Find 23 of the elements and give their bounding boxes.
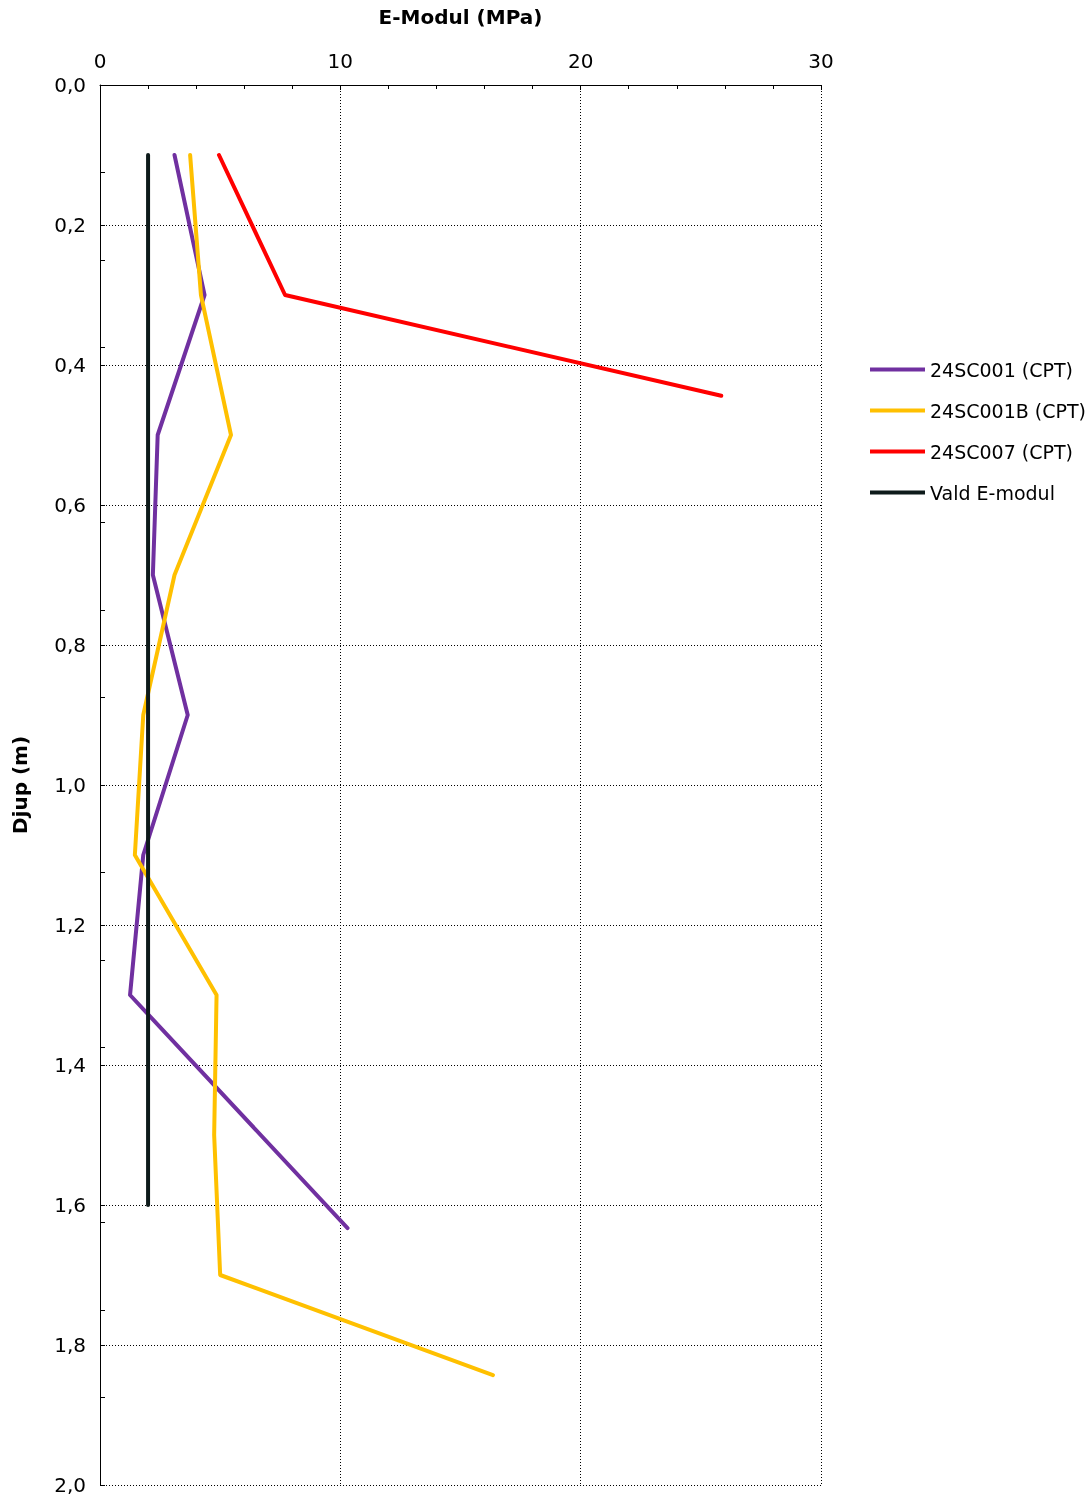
x-axis-title: E-Modul (MPa) — [378, 5, 543, 29]
y-tick-label: 1,6 — [54, 1193, 86, 1217]
y-tick-label: 0,8 — [54, 633, 86, 657]
y-axis-title: Djup (m) — [8, 735, 32, 835]
y-tick-label: 1,2 — [54, 913, 86, 937]
y-tick-label: 1,0 — [54, 773, 86, 797]
y-tick-label: 0,6 — [54, 493, 86, 517]
y-tick-label: 0,2 — [54, 213, 86, 237]
x-tick-label: 20 — [567, 49, 594, 73]
y-tick-label: 1,8 — [54, 1333, 86, 1357]
x-tick-label: 0 — [93, 49, 107, 73]
legend-label: 24SC001 (CPT) — [930, 358, 1073, 381]
legend-label: 24SC001B (CPT) — [930, 399, 1086, 422]
y-tick-label: 0,4 — [54, 353, 86, 377]
x-tick-label: 30 — [808, 49, 834, 73]
y-tick-label: 0,0 — [54, 73, 86, 97]
x-tick-label: 10 — [327, 49, 354, 73]
y-tick-label: 1,4 — [54, 1053, 86, 1077]
line-series — [132, 153, 495, 1378]
legend-label: Vald E-modul — [930, 481, 1055, 504]
y-tick-label: 2,0 — [54, 1473, 86, 1497]
legend-label: 24SC007 (CPT) — [930, 440, 1073, 463]
line-series — [128, 153, 350, 1231]
